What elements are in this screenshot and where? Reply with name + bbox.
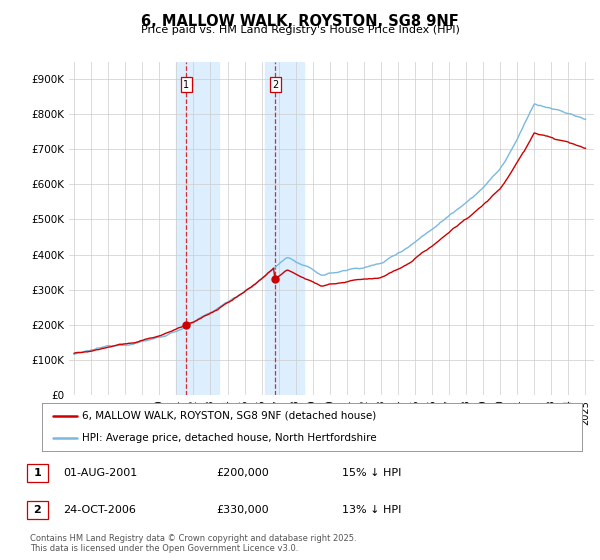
Text: 01-AUG-2001: 01-AUG-2001 [63, 468, 137, 478]
Text: 1: 1 [183, 80, 190, 90]
Text: 24-OCT-2006: 24-OCT-2006 [63, 505, 136, 515]
Text: 13% ↓ HPI: 13% ↓ HPI [342, 505, 401, 515]
Bar [176, 62, 219, 395]
Text: 6, MALLOW WALK, ROYSTON, SG8 9NF: 6, MALLOW WALK, ROYSTON, SG8 9NF [141, 14, 459, 29]
Text: 2: 2 [34, 505, 41, 515]
Text: 1: 1 [34, 468, 41, 478]
Text: 2: 2 [272, 80, 278, 90]
Text: Price paid vs. HM Land Registry's House Price Index (HPI): Price paid vs. HM Land Registry's House … [140, 25, 460, 35]
Bar [265, 62, 304, 395]
Text: HPI: Average price, detached house, North Hertfordshire: HPI: Average price, detached house, Nort… [83, 433, 377, 444]
Text: £330,000: £330,000 [216, 505, 269, 515]
Text: 15% ↓ HPI: 15% ↓ HPI [342, 468, 401, 478]
Text: £200,000: £200,000 [216, 468, 269, 478]
Text: 6, MALLOW WALK, ROYSTON, SG8 9NF (detached house): 6, MALLOW WALK, ROYSTON, SG8 9NF (detach… [83, 410, 377, 421]
Text: Contains HM Land Registry data © Crown copyright and database right 2025.
This d: Contains HM Land Registry data © Crown c… [30, 534, 356, 553]
